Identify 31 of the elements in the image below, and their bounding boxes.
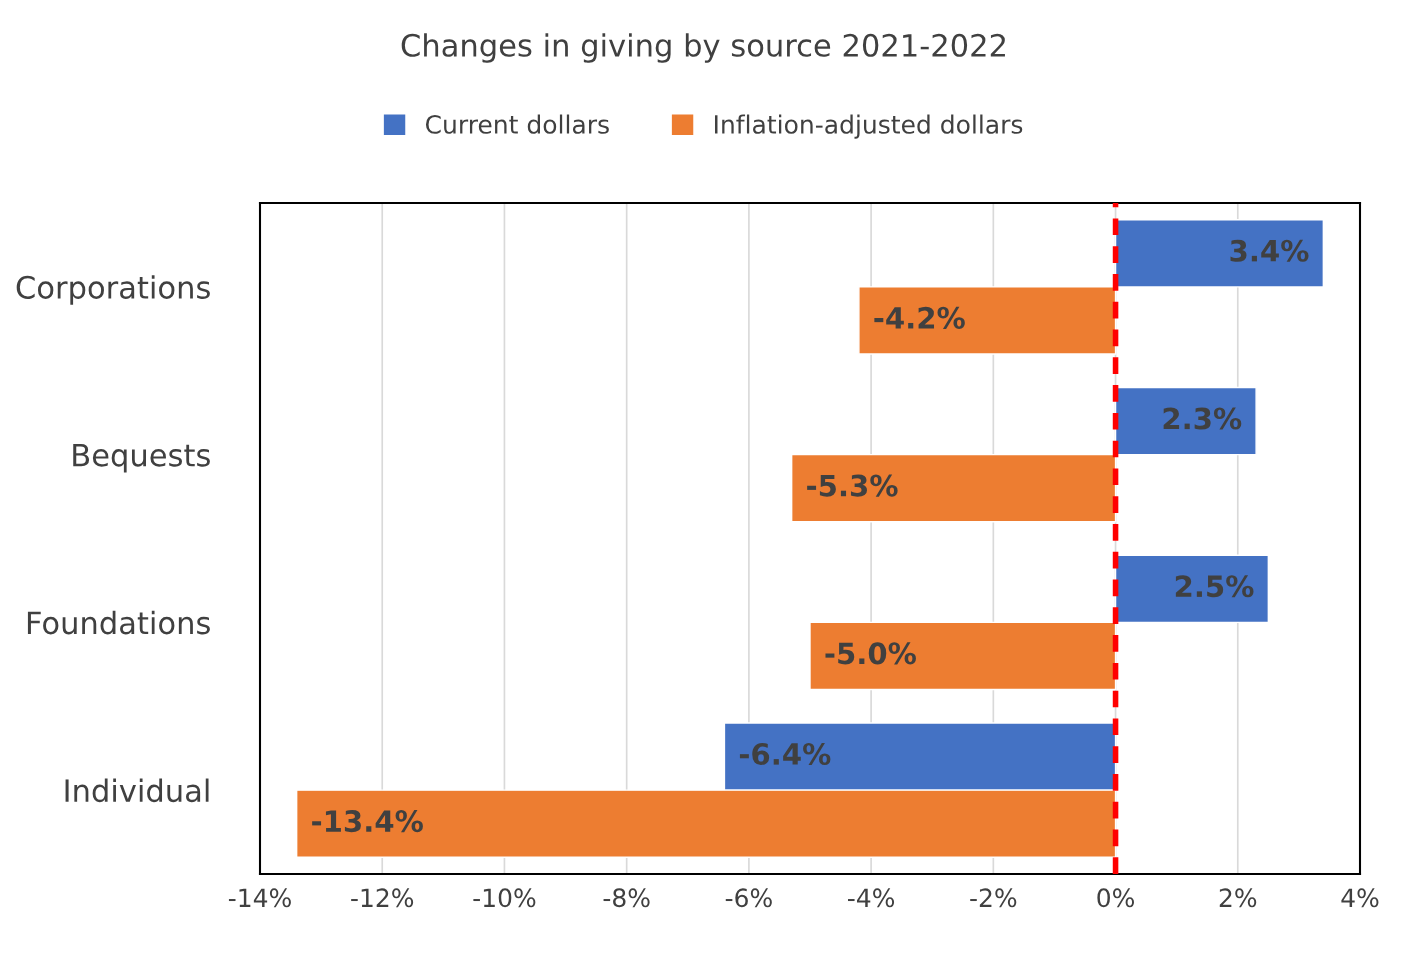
bar [858, 286, 1117, 355]
y-tick-label: Individual [65, 778, 209, 803]
x-tick-label: -2% [970, 888, 1017, 908]
x-tick-label: -10% [473, 888, 536, 908]
data-label: 3.4% [1230, 239, 1309, 262]
y-tick-label: Bequests [73, 443, 210, 473]
data-label: -5.3% [807, 474, 898, 497]
data-label: -6.4% [739, 742, 831, 766]
x-tick-label: -8% [603, 888, 650, 908]
data-label: -4.2% [874, 306, 965, 329]
y-tick-label: Corporations [16, 275, 210, 305]
x-tick-label: 0% [1097, 888, 1135, 908]
data-label: -13.4% [312, 810, 423, 833]
x-tick-label: -12% [351, 888, 414, 908]
x-tick-label: 4% [1341, 888, 1379, 908]
x-tick-label: -4% [847, 888, 895, 908]
bar [1114, 219, 1325, 288]
y-tick-label: Foundations [27, 610, 210, 635]
bar [809, 621, 1117, 691]
x-tick-label: 2% [1219, 888, 1257, 908]
bar [1114, 386, 1257, 456]
chart-title: Changes in giving by source 2021-2022 [401, 33, 1005, 63]
x-tick-label: -14% [228, 888, 291, 908]
legend-label: Inflation-adjusted dollars [715, 114, 1023, 139]
x-tick-label: -6% [725, 888, 772, 908]
data-label: 2.5% [1175, 575, 1254, 598]
bar [1114, 554, 1270, 624]
data-label: 2.3% [1163, 407, 1242, 430]
legend-label: Current dollars [425, 114, 609, 134]
bar [790, 453, 1117, 523]
data-label: -5.0% [825, 642, 916, 665]
